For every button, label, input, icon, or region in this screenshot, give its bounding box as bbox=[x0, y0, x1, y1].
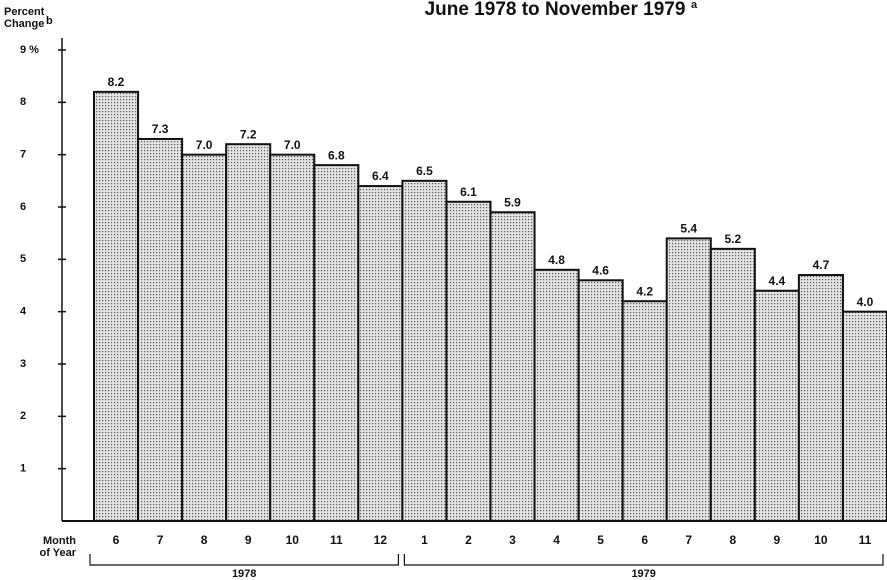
y-tick-label: 3 bbox=[20, 358, 26, 370]
y-tick-label: 6 bbox=[20, 201, 26, 213]
x-tick-label: 3 bbox=[509, 533, 516, 547]
x-tick-label: 11 bbox=[859, 533, 872, 547]
x-tick-label: 9 bbox=[245, 533, 252, 547]
bar bbox=[709, 247, 756, 522]
y-tick-label: 4 bbox=[20, 306, 27, 318]
x-tick-label: 6 bbox=[641, 533, 648, 547]
y-label: Percent bbox=[4, 6, 45, 18]
bar bbox=[445, 200, 492, 522]
bar bbox=[313, 164, 360, 522]
value-label: 8.2 bbox=[108, 75, 125, 89]
value-label: 4.8 bbox=[548, 253, 565, 267]
x-tick-label: 1 bbox=[421, 533, 428, 547]
x-tick-label: 10 bbox=[286, 533, 300, 547]
value-label: 5.9 bbox=[504, 195, 521, 209]
chart-title: June 1978 to November 1979 bbox=[425, 0, 686, 20]
value-label: 6.5 bbox=[416, 164, 433, 178]
year-bracket bbox=[403, 554, 884, 566]
bar bbox=[225, 143, 272, 522]
y-label-note: b bbox=[46, 15, 53, 27]
bar bbox=[269, 153, 316, 523]
bar bbox=[357, 185, 404, 522]
value-label: 5.2 bbox=[724, 232, 741, 246]
bar bbox=[401, 179, 448, 522]
x-tick-label: 6 bbox=[113, 533, 120, 547]
x-group-label: 1978 bbox=[232, 568, 256, 580]
x-tick-label: 8 bbox=[201, 533, 208, 547]
x-tick-label: 12 bbox=[374, 533, 388, 547]
x-group-label: 1979 bbox=[631, 568, 655, 580]
year-bracket bbox=[89, 554, 399, 566]
bar bbox=[797, 274, 844, 522]
bar bbox=[93, 90, 140, 522]
x-tick-label: 9 bbox=[774, 533, 781, 547]
value-label: 7.2 bbox=[240, 127, 257, 141]
value-label: 4.6 bbox=[592, 263, 609, 277]
x-label: of Year bbox=[40, 547, 77, 559]
value-label: 6.4 bbox=[372, 169, 389, 183]
bar bbox=[181, 153, 228, 523]
bar bbox=[665, 237, 712, 522]
bar bbox=[753, 289, 800, 522]
x-tick-label: 5 bbox=[597, 533, 604, 547]
y-label: Change bbox=[4, 18, 44, 30]
y-tick-label: 7 bbox=[20, 149, 26, 161]
x-tick-label: 7 bbox=[685, 533, 692, 547]
y-tick-label: 8 bbox=[20, 96, 26, 108]
value-label: 6.1 bbox=[460, 185, 477, 199]
y-tick-label: 1 bbox=[20, 463, 26, 475]
x-tick-label: 10 bbox=[814, 533, 828, 547]
bar bbox=[137, 137, 184, 522]
x-label: Month bbox=[43, 535, 76, 547]
x-tick-label: 11 bbox=[330, 533, 343, 547]
value-label: 4.7 bbox=[813, 258, 830, 272]
title-note: a bbox=[691, 0, 698, 11]
value-label: 4.4 bbox=[769, 274, 786, 288]
value-label: 4.0 bbox=[857, 295, 874, 309]
x-tick-label: 2 bbox=[465, 533, 472, 547]
bar bbox=[577, 279, 624, 522]
bar bbox=[489, 211, 536, 522]
bar bbox=[841, 310, 887, 522]
bar bbox=[533, 268, 580, 522]
value-label: 6.8 bbox=[328, 148, 345, 162]
value-label: 7.0 bbox=[196, 138, 213, 152]
x-tick-label: 4 bbox=[553, 533, 560, 547]
y-tick-label: 9 % bbox=[20, 44, 39, 56]
value-label: 7.3 bbox=[152, 122, 169, 136]
y-tick-label: 2 bbox=[20, 410, 26, 422]
value-label: 7.0 bbox=[284, 138, 301, 152]
x-tick-label: 7 bbox=[157, 533, 164, 547]
value-label: 5.4 bbox=[680, 222, 697, 236]
x-tick-label: 8 bbox=[729, 533, 736, 547]
value-label: 4.2 bbox=[636, 284, 653, 298]
bar bbox=[621, 300, 668, 523]
y-tick-label: 5 bbox=[20, 253, 26, 265]
